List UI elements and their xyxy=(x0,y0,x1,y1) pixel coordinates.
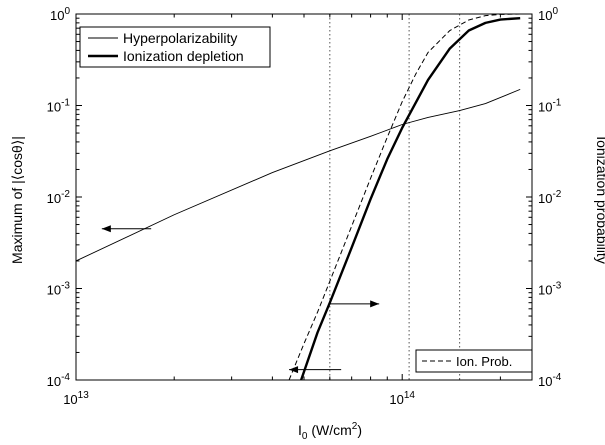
y-right-tick-label-1: 10-3 xyxy=(538,281,562,298)
plot-layer xyxy=(76,14,532,380)
y-right-tick-label-2: 10-2 xyxy=(538,189,562,206)
series-line-ion-prob xyxy=(288,13,521,381)
x-axis-title: I0 (W/cm2) xyxy=(298,421,362,442)
x-axis-title-main: I xyxy=(298,422,302,438)
arrow-0-head xyxy=(101,225,111,233)
y-left-tick-label-1: 10-3 xyxy=(47,281,71,298)
legend-top-entry-0-label: Hyperpolarizability xyxy=(123,30,237,46)
x-axis-title-sup: 2 xyxy=(352,421,358,432)
series-line-ionization-depletion xyxy=(300,16,521,381)
arrows-layer xyxy=(101,225,380,374)
vertical-reference-lines xyxy=(329,14,461,380)
arrow-2-head xyxy=(370,300,380,308)
x-tick-label-1: 1014 xyxy=(389,390,415,407)
y-right-tick-label-0: 10-4 xyxy=(538,372,562,389)
series-layer xyxy=(75,13,521,381)
series-line-hyperpolarizability xyxy=(75,88,521,262)
x-axis-title-rest: (W/cm xyxy=(307,422,351,438)
y-left-tick-label-4: 100 xyxy=(50,6,70,23)
legend-top-entry-1-label: Ionization depletion xyxy=(123,48,244,64)
plot-area xyxy=(76,14,532,380)
legend-bottom: Ion. Prob. xyxy=(415,349,533,373)
legend-bottom-entry-0-label: Ion. Prob. xyxy=(456,354,512,369)
legend-top: Hyperpolarizability Ionization depletion xyxy=(79,26,271,68)
x-axis-title-end: ) xyxy=(357,422,362,438)
y-left-tick-label-2: 10-2 xyxy=(47,189,71,206)
legend-top-box xyxy=(79,26,271,68)
y-right-tick-label-3: 10-1 xyxy=(538,98,562,115)
x-axis-title-sub: 0 xyxy=(302,431,308,442)
arrow-1-head xyxy=(289,366,299,374)
y-axis-right-title: Ionization probability xyxy=(594,136,605,264)
y-left-tick-label-0: 10-4 xyxy=(47,372,71,389)
x-tick-label-0: 1013 xyxy=(63,390,89,407)
ticks-layer: 1013 1014 10-4 10-4 10-3 10-3 10-2 10-2 10-1 10-1… xyxy=(47,6,562,407)
y-right-tick-label-4: 100 xyxy=(538,6,558,23)
legend-bottom-box xyxy=(415,349,533,373)
y-left-tick-label-3: 10-1 xyxy=(47,98,71,115)
y-axis-left-title: Maximum of |⟨cosθ⟩| xyxy=(9,136,25,264)
